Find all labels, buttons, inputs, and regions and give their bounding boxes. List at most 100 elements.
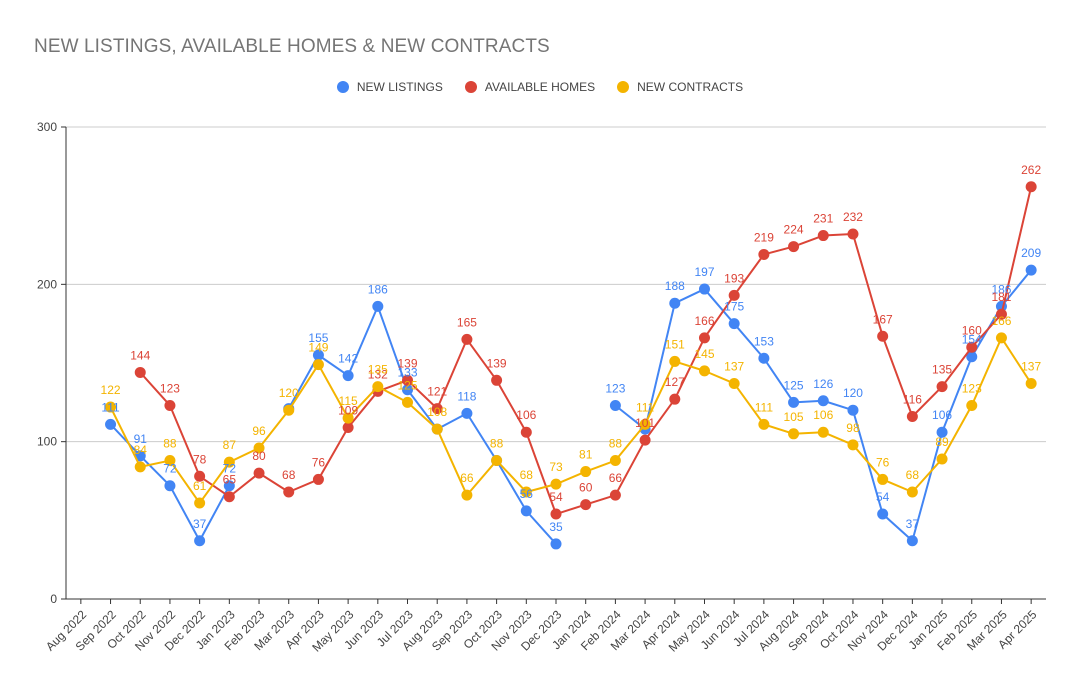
data-point-available-homes[interactable]	[877, 330, 889, 342]
data-point-available-homes[interactable]	[402, 374, 414, 386]
data-point-new-contracts[interactable]	[312, 359, 324, 371]
data-point-available-homes[interactable]	[728, 289, 740, 301]
series-line-new-listings	[287, 305, 557, 545]
data-point-new-contracts[interactable]	[431, 423, 443, 435]
data-point-new-contracts[interactable]	[728, 377, 740, 389]
data-point-new-contracts[interactable]	[223, 456, 235, 468]
data-point-new-listings[interactable]	[609, 399, 621, 411]
data-point-available-homes[interactable]	[223, 491, 235, 503]
data-point-available-homes[interactable]	[253, 467, 265, 479]
data-point-new-listings[interactable]	[520, 505, 532, 517]
data-point-new-contracts[interactable]	[995, 332, 1007, 344]
data-point-available-homes[interactable]	[758, 248, 770, 260]
data-point-new-contracts[interactable]	[342, 412, 354, 424]
data-point-new-contracts[interactable]	[164, 455, 176, 467]
data-point-new-contracts[interactable]	[283, 404, 295, 416]
data-point-available-homes[interactable]	[995, 308, 1007, 320]
data-point-new-contracts[interactable]	[817, 426, 829, 438]
data-point-new-contracts[interactable]	[936, 453, 948, 465]
legend-item-new-listings[interactable]: NEW LISTINGS	[336, 80, 443, 94]
data-point-available-homes[interactable]	[520, 426, 532, 438]
data-point-available-homes[interactable]	[550, 508, 562, 520]
data-point-new-listings[interactable]	[758, 352, 770, 364]
data-point-new-listings[interactable]	[550, 538, 562, 550]
data-point-new-listings[interactable]	[1025, 264, 1037, 276]
data-point-available-homes[interactable]	[580, 499, 592, 511]
data-point-new-listings[interactable]	[105, 418, 117, 430]
data-point-new-listings[interactable]	[342, 370, 354, 382]
data-point-new-contracts[interactable]	[550, 478, 562, 490]
data-point-available-homes[interactable]	[847, 228, 859, 240]
data-point-available-homes[interactable]	[312, 473, 324, 485]
data-point-new-listings[interactable]	[461, 407, 473, 419]
data-label-available-homes: 193	[724, 271, 744, 285]
data-point-new-contracts[interactable]	[698, 365, 710, 377]
data-point-new-contracts[interactable]	[491, 455, 503, 467]
data-point-new-contracts[interactable]	[253, 442, 265, 454]
data-point-new-listings[interactable]	[817, 395, 829, 407]
data-point-available-homes[interactable]	[164, 399, 176, 411]
data-point-new-listings[interactable]	[134, 450, 146, 462]
data-point-new-listings[interactable]	[847, 404, 859, 416]
data-point-new-listings[interactable]	[669, 297, 681, 309]
data-point-available-homes[interactable]	[283, 486, 295, 498]
y-tick-label: 0	[50, 592, 57, 606]
legend-item-new-contracts[interactable]: NEW CONTRACTS	[617, 80, 743, 94]
data-point-new-listings[interactable]	[164, 480, 176, 492]
data-point-new-listings[interactable]	[788, 396, 800, 408]
data-label-available-homes: 166	[694, 314, 714, 328]
data-label-available-homes: 219	[754, 230, 774, 244]
data-point-new-contracts[interactable]	[669, 355, 681, 367]
data-point-new-contracts[interactable]	[788, 428, 800, 440]
data-point-new-listings[interactable]	[877, 508, 889, 520]
data-point-new-contracts[interactable]	[134, 461, 146, 473]
data-point-available-homes[interactable]	[609, 489, 621, 501]
data-point-new-contracts[interactable]	[639, 418, 651, 430]
data-point-new-contracts[interactable]	[194, 497, 206, 509]
data-point-available-homes[interactable]	[817, 230, 829, 242]
data-point-new-contracts[interactable]	[966, 399, 978, 411]
data-point-available-homes[interactable]	[966, 341, 978, 353]
data-point-new-contracts[interactable]	[580, 466, 592, 478]
data-point-new-listings[interactable]	[906, 535, 918, 547]
data-point-available-homes[interactable]	[194, 470, 206, 482]
data-point-new-contracts[interactable]	[758, 418, 770, 430]
data-point-new-listings[interactable]	[372, 300, 384, 312]
data-point-new-contracts[interactable]	[520, 486, 532, 498]
legend-item-available-homes[interactable]: AVAILABLE HOMES	[464, 80, 595, 94]
data-point-available-homes[interactable]	[342, 422, 354, 434]
data-point-new-contracts[interactable]	[906, 486, 918, 498]
data-point-available-homes[interactable]	[134, 366, 146, 378]
data-point-new-contracts[interactable]	[609, 455, 621, 467]
data-point-new-contracts[interactable]	[105, 401, 117, 413]
data-point-available-homes[interactable]	[788, 241, 800, 253]
data-point-new-contracts[interactable]	[402, 396, 414, 408]
data-point-new-listings[interactable]	[194, 535, 206, 547]
data-point-new-listings[interactable]	[402, 384, 414, 396]
data-point-available-homes[interactable]	[639, 434, 651, 446]
data-point-new-contracts[interactable]	[372, 381, 384, 393]
data-point-available-homes[interactable]	[431, 403, 443, 415]
data-point-new-listings[interactable]	[223, 480, 235, 492]
data-point-new-listings[interactable]	[312, 349, 324, 361]
data-label-available-homes: 101	[635, 416, 655, 430]
data-point-available-homes[interactable]	[698, 332, 710, 344]
data-point-available-homes[interactable]	[936, 381, 948, 393]
data-point-new-contracts[interactable]	[461, 489, 473, 501]
data-point-available-homes[interactable]	[1025, 181, 1037, 193]
data-label-new-contracts: 115	[339, 394, 358, 408]
data-point-new-listings[interactable]	[936, 426, 948, 438]
data-point-available-homes[interactable]	[906, 410, 918, 422]
data-point-new-contracts[interactable]	[877, 473, 889, 485]
data-point-available-homes[interactable]	[491, 374, 503, 386]
data-point-available-homes[interactable]	[669, 393, 681, 405]
data-label-new-contracts: 84	[134, 443, 148, 457]
data-point-new-listings[interactable]	[728, 318, 740, 330]
data-point-new-contracts[interactable]	[1025, 377, 1037, 389]
data-label-available-homes: 165	[457, 315, 477, 329]
data-point-available-homes[interactable]	[461, 333, 473, 345]
data-point-new-listings[interactable]	[966, 351, 978, 363]
data-point-new-listings[interactable]	[698, 283, 710, 295]
data-point-new-contracts[interactable]	[847, 439, 859, 451]
data-label-available-homes: 144	[130, 348, 150, 362]
